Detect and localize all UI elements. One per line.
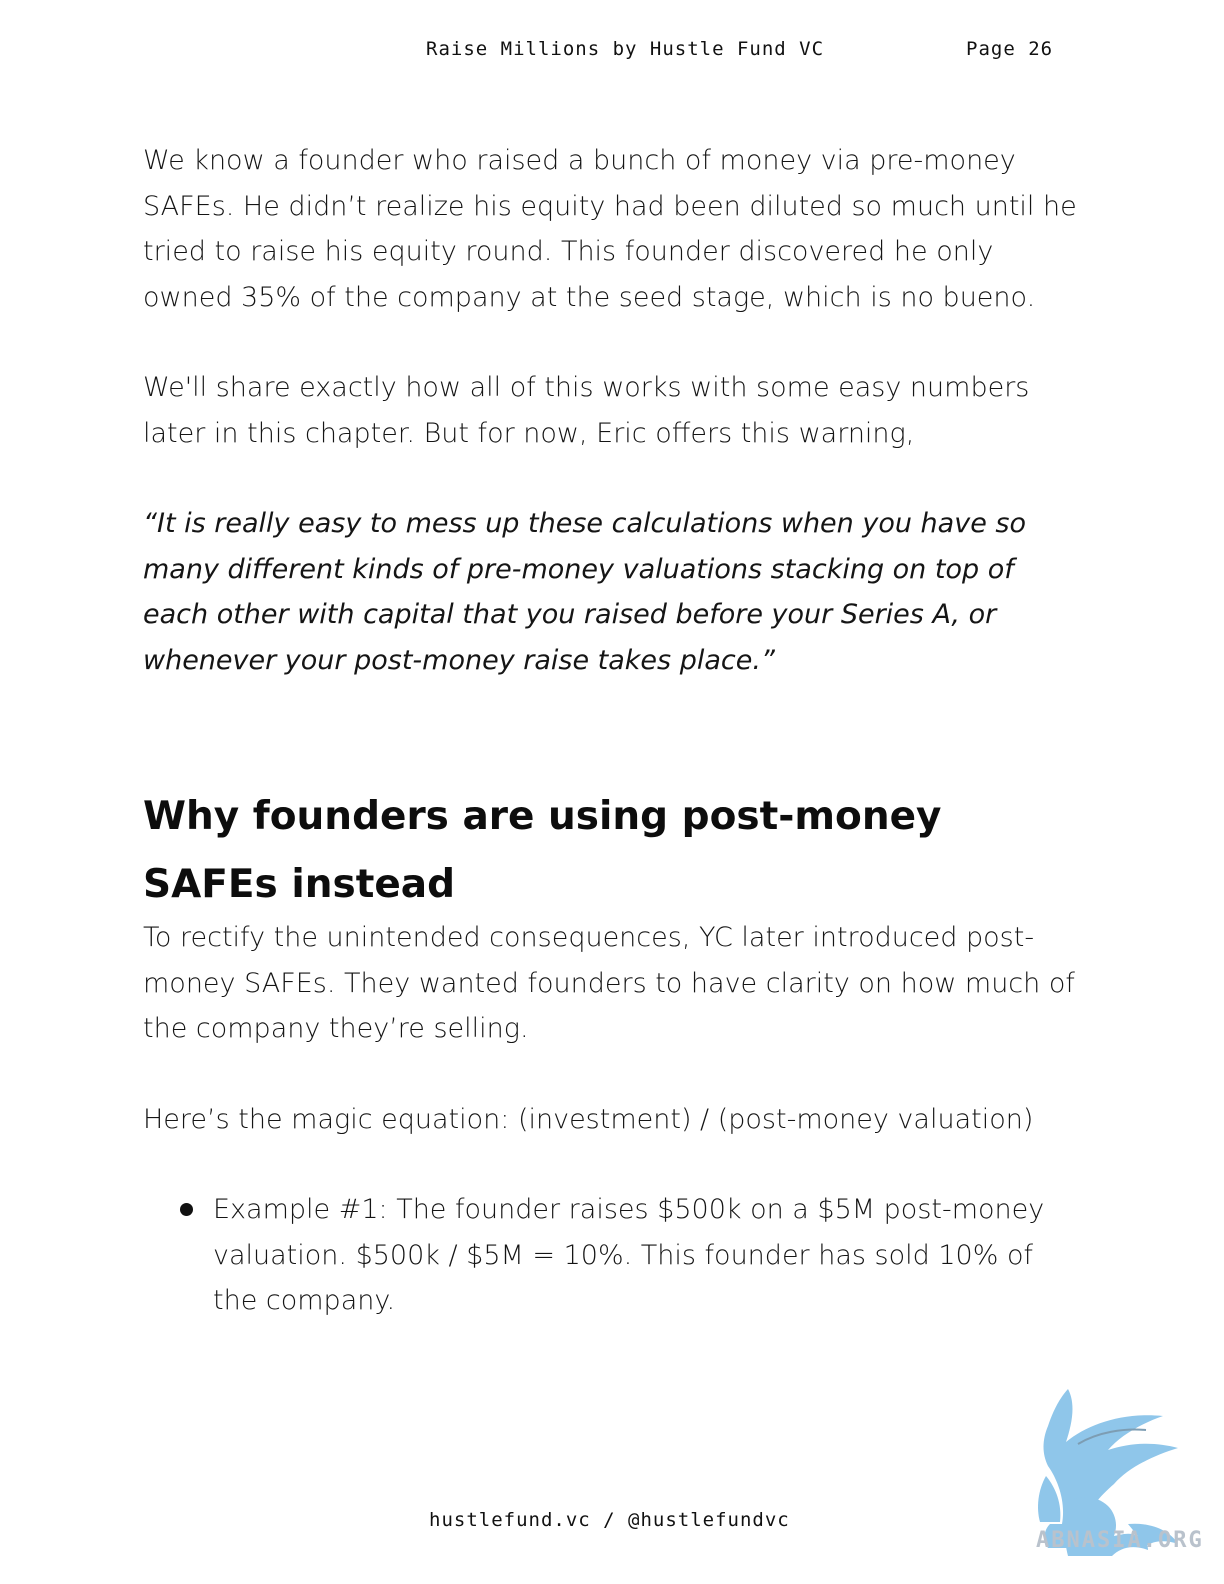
examples-list: Example #1: The founder raises $500k on … [143, 1187, 1083, 1324]
list-item: Example #1: The founder raises $500k on … [180, 1187, 1083, 1324]
paragraph-magic-equation: Here’s the magic equation: (investment) … [143, 1103, 1034, 1135]
quote-eric: “It is really easy to mess up these calc… [143, 508, 1026, 676]
griffin-logo-icon [1038, 1389, 1178, 1556]
page-number: Page 26 [966, 38, 1054, 60]
watermark-text: ABNASIA.ORG [1036, 1528, 1204, 1553]
page-content: We know a founder who raised a bunch of … [143, 138, 1083, 1324]
running-header-title: Raise Millions by Hustle Fund VC [426, 38, 825, 60]
paragraph-founder-story: We know a founder who raised a bunch of … [143, 145, 1077, 313]
example-text: Example #1: The founder raises $500k on … [213, 1194, 1045, 1316]
section-heading: Why founders are using post-money SAFEs … [143, 794, 942, 907]
bullet-icon [180, 1203, 193, 1216]
footer-links: hustlefund.vc / @hustlefundvc [429, 1509, 790, 1531]
paragraph-yc-post-money: To rectify the unintended consequences, … [143, 922, 1075, 1044]
paragraph-warning-intro: We'll share exactly how all of this work… [143, 372, 1030, 449]
